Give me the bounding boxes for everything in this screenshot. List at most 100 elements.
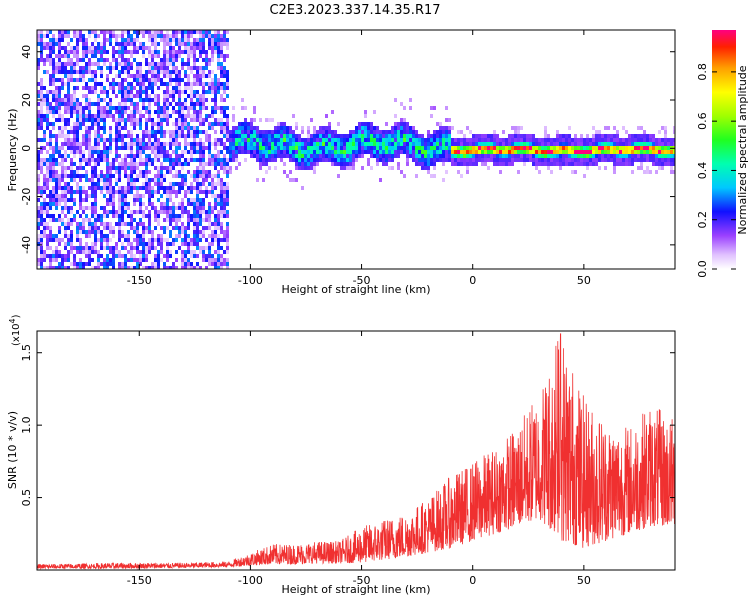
heatmap-cell (376, 134, 379, 138)
heatmap-cell (118, 114, 121, 118)
heatmap-cell (94, 134, 97, 138)
heatmap-cell (199, 218, 202, 222)
heatmap-cell (286, 174, 289, 178)
heatmap-cell (394, 130, 397, 134)
heatmap-cell (184, 266, 187, 269)
heatmap-cell (538, 162, 541, 166)
heatmap-cell (226, 210, 229, 214)
heatmap-cell (592, 150, 595, 154)
heatmap-cell (190, 130, 193, 134)
heatmap-cell (304, 154, 307, 158)
heatmap-cell (100, 118, 103, 122)
heatmap-cell (109, 62, 112, 66)
heatmap-cell (130, 54, 133, 58)
heatmap-cell (130, 226, 133, 230)
heatmap-cell (445, 138, 448, 142)
heatmap-cell (361, 154, 364, 158)
heatmap-cell (97, 110, 100, 114)
heatmap-cell (208, 134, 211, 138)
heatmap-cell (295, 142, 298, 146)
heatmap-cell (229, 150, 232, 154)
heatmap-cell (529, 158, 532, 162)
heatmap-cell (94, 50, 97, 54)
heatmap-cell (307, 146, 310, 150)
heatmap-cell (367, 146, 370, 150)
heatmap-cell (223, 54, 226, 58)
heatmap-cell (109, 230, 112, 234)
heatmap-cell (124, 122, 127, 126)
heatmap-cell (97, 50, 100, 54)
heatmap-cell (76, 118, 79, 122)
heatmap-cell (157, 178, 160, 182)
heatmap-cell (511, 134, 514, 138)
heatmap-cell (193, 170, 196, 174)
heatmap-cell (94, 146, 97, 150)
heatmap-cell (217, 254, 220, 258)
heatmap-cell (52, 146, 55, 150)
heatmap-cell (172, 210, 175, 214)
heatmap-cell (112, 202, 115, 206)
heatmap-cell (394, 146, 397, 150)
heatmap-cell (79, 78, 82, 82)
heatmap-cell (583, 142, 586, 146)
heatmap-cell (295, 126, 298, 130)
heatmap-cell (223, 170, 226, 174)
heatmap-cell (574, 146, 577, 150)
heatmap-cell (346, 142, 349, 146)
heatmap-cell (64, 122, 67, 126)
heatmap-cell (370, 130, 373, 134)
heatmap-cell (73, 202, 76, 206)
heatmap-cell (577, 146, 580, 150)
heatmap-cell (268, 166, 271, 170)
heatmap-cell (163, 90, 166, 94)
heatmap-cell (184, 258, 187, 262)
heatmap-cell (79, 166, 82, 170)
heatmap-cell (373, 138, 376, 142)
heatmap-cell (184, 134, 187, 138)
heatmap-cell (199, 146, 202, 150)
heatmap-cell (181, 34, 184, 38)
heatmap-cell (511, 142, 514, 146)
heatmap-cell (163, 210, 166, 214)
heatmap-cell (88, 90, 91, 94)
heatmap-cell (61, 62, 64, 66)
heatmap-cell (130, 222, 133, 226)
heatmap-cell (226, 258, 229, 262)
heatmap-cell (673, 130, 675, 134)
heatmap-cell (403, 130, 406, 134)
heatmap-cell (634, 146, 637, 150)
heatmap-cell (157, 254, 160, 258)
heatmap-cell (49, 202, 52, 206)
heatmap-cell (214, 186, 217, 190)
heatmap-cell (574, 138, 577, 142)
heatmap-cell (157, 182, 160, 186)
heatmap-cell (523, 142, 526, 146)
heatmap-cell (85, 86, 88, 90)
heatmap-cell (106, 162, 109, 166)
heatmap-cell (397, 130, 400, 134)
heatmap-cell (655, 162, 658, 166)
heatmap-cell (613, 146, 616, 150)
heatmap-cell (100, 150, 103, 154)
heatmap-cell (52, 214, 55, 218)
heatmap-cell (121, 82, 124, 86)
heatmap-cell (64, 106, 67, 110)
heatmap-cell (136, 38, 139, 42)
heatmap-cell (169, 102, 172, 106)
heatmap-cell (85, 50, 88, 54)
heatmap-cell (40, 194, 43, 198)
heatmap-cell (220, 194, 223, 198)
heatmap-cell (160, 174, 163, 178)
heatmap-cell (187, 110, 190, 114)
heatmap-cell (196, 46, 199, 50)
heatmap-cell (58, 238, 61, 242)
heatmap-cell (412, 130, 415, 134)
heatmap-cell (166, 130, 169, 134)
heatmap-cell (217, 210, 220, 214)
heatmap-cell (43, 266, 46, 269)
heatmap-cell (454, 142, 457, 146)
heatmap-cell (337, 162, 340, 166)
heatmap-cell (169, 58, 172, 62)
heatmap-cell (61, 54, 64, 58)
heatmap-cell (166, 102, 169, 106)
